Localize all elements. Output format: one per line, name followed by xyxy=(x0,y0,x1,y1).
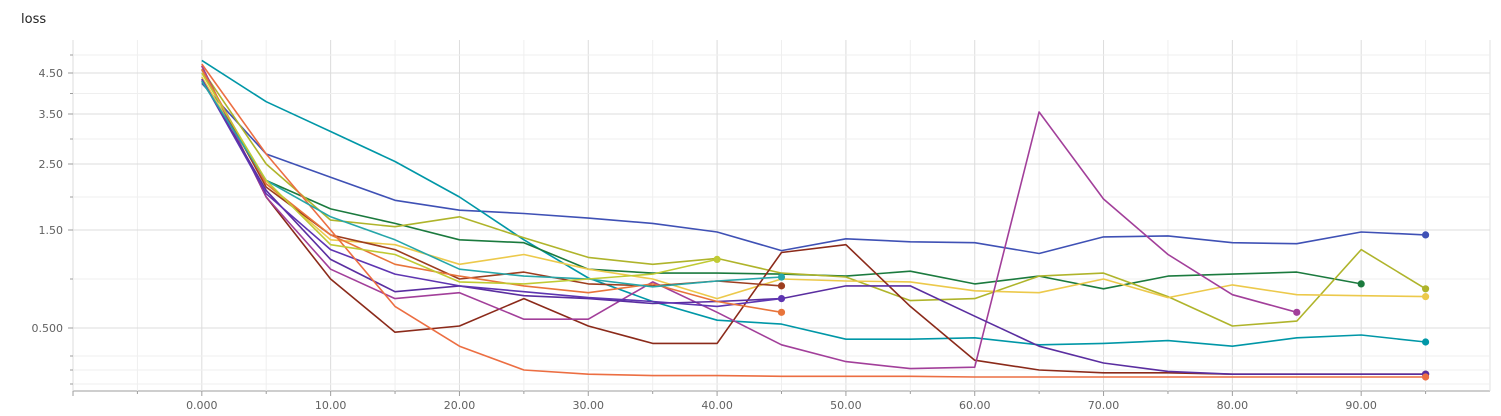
series-line xyxy=(201,80,782,288)
series-line xyxy=(201,68,1427,327)
series xyxy=(201,72,721,285)
x-tick-label: 70.00 xyxy=(1088,399,1120,412)
series xyxy=(201,59,1430,348)
tick-labels: 0.000 10.00 20.00 30.00 40.00 50.00 60.00 70.00… xyxy=(32,67,1377,412)
series-end-point xyxy=(1421,338,1430,346)
series xyxy=(201,78,786,308)
series-line xyxy=(201,72,718,285)
series-end-point xyxy=(1421,231,1430,239)
series-end-point xyxy=(1421,373,1430,381)
series xyxy=(201,82,1430,255)
series-line xyxy=(201,82,1426,255)
series-end-point xyxy=(777,273,786,281)
x-tick-label: 60.00 xyxy=(959,399,991,412)
series xyxy=(201,68,1430,327)
x-tick-label: 80.00 xyxy=(1217,399,1249,412)
series xyxy=(201,76,1430,301)
grid xyxy=(68,40,1491,396)
series-line xyxy=(201,69,782,287)
x-tick-label: 40.00 xyxy=(701,399,733,412)
x-tick-label: 30.00 xyxy=(573,399,605,412)
series xyxy=(201,78,1430,378)
series-lines xyxy=(201,59,1430,381)
series xyxy=(201,80,786,288)
series-end-point xyxy=(1421,285,1430,293)
series xyxy=(201,63,1430,381)
series xyxy=(201,80,1365,290)
series-end-point xyxy=(777,282,786,290)
series-end-point xyxy=(713,255,721,263)
y-tick-label: 0.500 xyxy=(32,322,64,335)
chart-title: loss xyxy=(21,12,47,27)
series-line xyxy=(201,69,782,314)
series-line xyxy=(201,78,1426,376)
y-tick-label: 2.50 xyxy=(39,158,64,171)
series-line xyxy=(201,59,1426,348)
series-line xyxy=(201,78,782,308)
y-tick-label: 4.50 xyxy=(39,67,64,80)
series-line xyxy=(201,76,1426,300)
series-end-point xyxy=(1357,280,1365,288)
series xyxy=(201,69,786,290)
series xyxy=(201,69,786,316)
x-tick-label: 10.00 xyxy=(315,399,347,412)
y-tick-label: 1.50 xyxy=(39,224,64,237)
series-end-point xyxy=(777,295,786,303)
x-tick-label: 90.00 xyxy=(1345,399,1377,412)
series-line xyxy=(201,63,1426,378)
x-tick-label: 50.00 xyxy=(830,399,862,412)
series-end-point xyxy=(1293,308,1301,316)
series-end-point xyxy=(1421,293,1430,301)
y-tick-label: 3.50 xyxy=(39,108,64,121)
x-tick-label: 20.00 xyxy=(444,399,476,412)
series-end-point xyxy=(777,308,786,316)
x-tick-label: 0.000 xyxy=(186,399,218,412)
